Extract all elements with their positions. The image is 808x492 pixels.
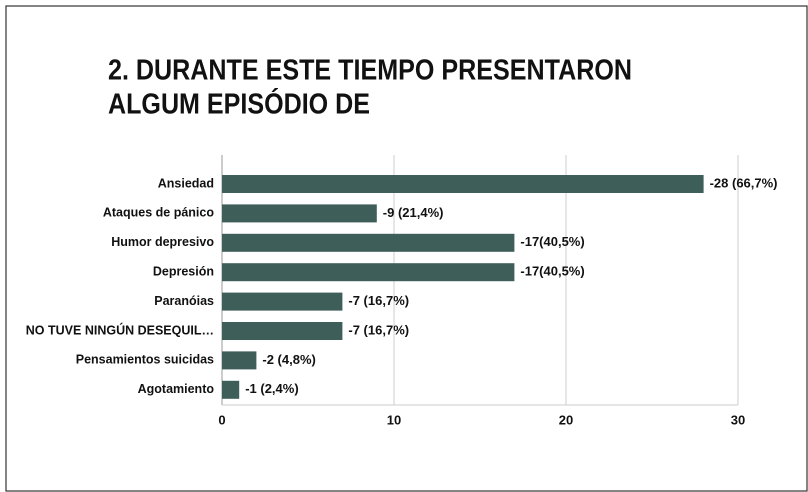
y-tick-label: Humor depresivo	[111, 235, 214, 249]
chart-title: 2. DURANTE ESTE TIEMPO PRESENTARON	[108, 55, 632, 87]
data-label: -1 (2,4%)	[245, 381, 298, 396]
bar	[222, 233, 515, 252]
bar	[222, 175, 704, 193]
y-tick-label: Pensamientos suicidas	[76, 353, 214, 367]
y-tick-label: Ansiedad	[158, 176, 214, 190]
data-label: -17(40,5%)	[520, 234, 584, 249]
bar	[222, 351, 257, 370]
frame	[5, 5, 808, 492]
y-tick-label: Agotamiento	[138, 382, 215, 396]
x-tick-label: 20	[559, 412, 573, 427]
x-tick-label: 10	[387, 412, 401, 427]
data-label: -28 (66,7%)	[710, 175, 778, 190]
bar	[222, 263, 515, 282]
x-tick-label: 0	[218, 412, 225, 427]
data-label: -17(40,5%)	[520, 264, 584, 279]
bar	[222, 322, 343, 340]
y-tick-label: Ataques de pánico	[103, 206, 214, 220]
data-label: -7 (16,7%)	[348, 293, 409, 308]
bar	[222, 204, 377, 223]
y-tick-label: Depresión	[153, 264, 214, 278]
bar	[222, 292, 343, 311]
y-tick-label: Paranóias	[154, 294, 214, 308]
data-label: -2 (4,8%)	[262, 352, 315, 367]
chart-title: ALGUM EPISÓDIO DE	[108, 87, 370, 121]
bar	[222, 380, 240, 399]
x-tick-label: 30	[731, 412, 745, 427]
data-label: -7 (16,7%)	[348, 322, 409, 337]
data-label: -9 (21,4%)	[383, 205, 444, 220]
y-tick-label: NO TUVE NINGÚN DESEQUIL…	[26, 322, 214, 337]
